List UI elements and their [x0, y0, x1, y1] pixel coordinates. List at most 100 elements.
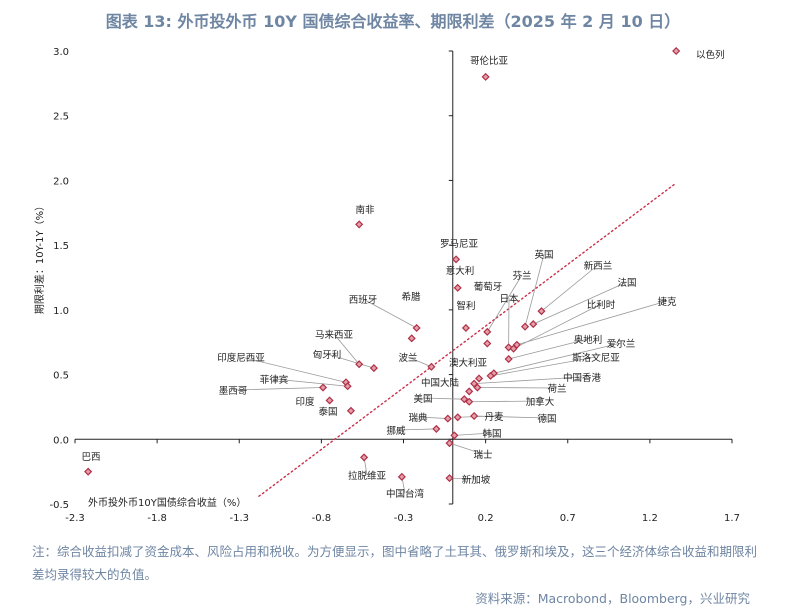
point-label: 中国台湾	[386, 488, 425, 500]
chart-title: 图表 13: 外币投外币 10Y 国债综合收益率、期限利差（2025 年 2 月…	[105, 12, 681, 31]
point-label: 比利时	[587, 299, 616, 311]
point-label: 瑞典	[408, 412, 428, 424]
x-tick-label: -0.8	[312, 513, 332, 524]
leader-line	[362, 298, 417, 329]
data-point	[369, 364, 378, 373]
point-label: 英国	[534, 249, 553, 261]
point-label: 南非	[355, 204, 375, 216]
point-label: 韩国	[482, 428, 501, 440]
data-point	[504, 354, 513, 364]
data-point	[470, 411, 479, 421]
point-label: 荷兰	[547, 383, 566, 395]
data-point	[520, 322, 530, 331]
trend-line	[258, 182, 677, 497]
point-label: 墨西哥	[219, 386, 248, 397]
leader-line	[326, 353, 375, 369]
data-point	[452, 255, 461, 264]
point-label: 瑞士	[473, 449, 493, 461]
point-label: 拉脱维亚	[348, 470, 387, 482]
point-label: 日本	[499, 293, 519, 305]
point-label: 哥伦比亚	[470, 55, 509, 67]
point-label: 新加坡	[462, 474, 491, 486]
leader-line	[469, 400, 541, 403]
data-point	[412, 323, 421, 333]
data-point	[325, 396, 334, 405]
point-label: 丹麦	[484, 411, 504, 423]
data-point	[445, 439, 454, 448]
x-tick-label: 1.7	[724, 513, 740, 524]
leader-line	[486, 274, 523, 333]
leader-line	[232, 387, 324, 391]
x-tick-label: 0.7	[560, 513, 576, 524]
point-label: 马来西亚	[315, 330, 354, 341]
point-label: 西班牙	[349, 294, 378, 306]
x-axis-label: 外币投外币10Y国债综合收益（%）	[88, 496, 246, 509]
x-tick-label: -0.3	[394, 513, 414, 524]
x-tick-label: 0.2	[478, 513, 494, 524]
leader-line	[240, 356, 347, 383]
data-point	[397, 472, 406, 481]
point-label: 意大利	[446, 265, 475, 277]
x-tick-label: -1.3	[229, 513, 249, 524]
data-point	[481, 72, 490, 81]
data-point	[461, 323, 470, 333]
y-tick-label: 0.5	[53, 371, 69, 382]
data-source: 资料来源：Macrobond，Bloomberg，兴业研究	[475, 591, 750, 606]
y-tick-label: -0.5	[49, 500, 69, 511]
trendline	[258, 182, 677, 497]
y-tick-label: 2.0	[53, 176, 69, 187]
point-label: 印度	[295, 396, 315, 408]
data-point	[432, 424, 441, 433]
leader-line	[493, 342, 622, 374]
y-tick-label: 0.0	[53, 435, 69, 446]
point-label: 奥地利	[574, 334, 603, 346]
leader-line	[533, 281, 628, 325]
data-point	[483, 327, 492, 336]
scatter-chart: -2.3 -1.8 -1.3 -0.8 -0.3 0.2 0.7 1.2 1.7 -0.5 0.0 0…	[33, 46, 740, 524]
leader-line	[474, 376, 583, 385]
data-point	[465, 397, 474, 406]
point-label: 中国大陆	[421, 377, 460, 389]
y-tick-label: 1.5	[53, 241, 69, 252]
data-point	[486, 371, 495, 380]
point-label: 匈牙利	[313, 349, 342, 361]
point-label: 挪威	[386, 425, 406, 437]
y-axis-label: 期限利差：10Y-1Y（%）	[33, 201, 46, 314]
data-point	[453, 413, 462, 422]
point-label: 中国香港	[563, 372, 602, 384]
point-label: 巴西	[81, 452, 100, 463]
point-label: 葡萄牙	[474, 281, 503, 293]
point-label: 新西兰	[584, 260, 613, 272]
point-label: 法国	[617, 277, 636, 289]
leader-line	[422, 397, 465, 400]
point-label: 波兰	[398, 352, 417, 364]
point-label: 捷克	[657, 296, 677, 308]
data-point	[453, 283, 462, 292]
point-label: 罗马尼亚	[440, 239, 479, 250]
leader-line	[417, 416, 448, 419]
leader-line	[541, 264, 599, 312]
point-label: 澳大利亚	[449, 357, 488, 369]
data-point	[360, 453, 369, 462]
point-label: 芬兰	[512, 270, 531, 282]
data-point	[483, 339, 492, 348]
data-point	[346, 406, 355, 415]
data-point	[443, 414, 452, 423]
data-point	[355, 220, 364, 229]
point-label: 智利	[456, 300, 475, 312]
data-point	[465, 387, 474, 396]
y-tick-label: 3.0	[53, 47, 69, 58]
data-point	[445, 474, 454, 483]
data-point	[460, 395, 469, 404]
data-point	[407, 334, 416, 343]
leader-line	[407, 356, 432, 368]
leader-lines	[232, 253, 668, 494]
x-tick-label: 1.2	[642, 513, 658, 524]
data-point	[475, 374, 484, 383]
point-label: 加拿大	[526, 396, 555, 408]
x-tick-label: -1.8	[147, 513, 167, 524]
data-point	[427, 362, 436, 371]
point-label: 美国	[413, 393, 432, 405]
data-point	[672, 46, 681, 56]
leader-line	[449, 442, 484, 455]
